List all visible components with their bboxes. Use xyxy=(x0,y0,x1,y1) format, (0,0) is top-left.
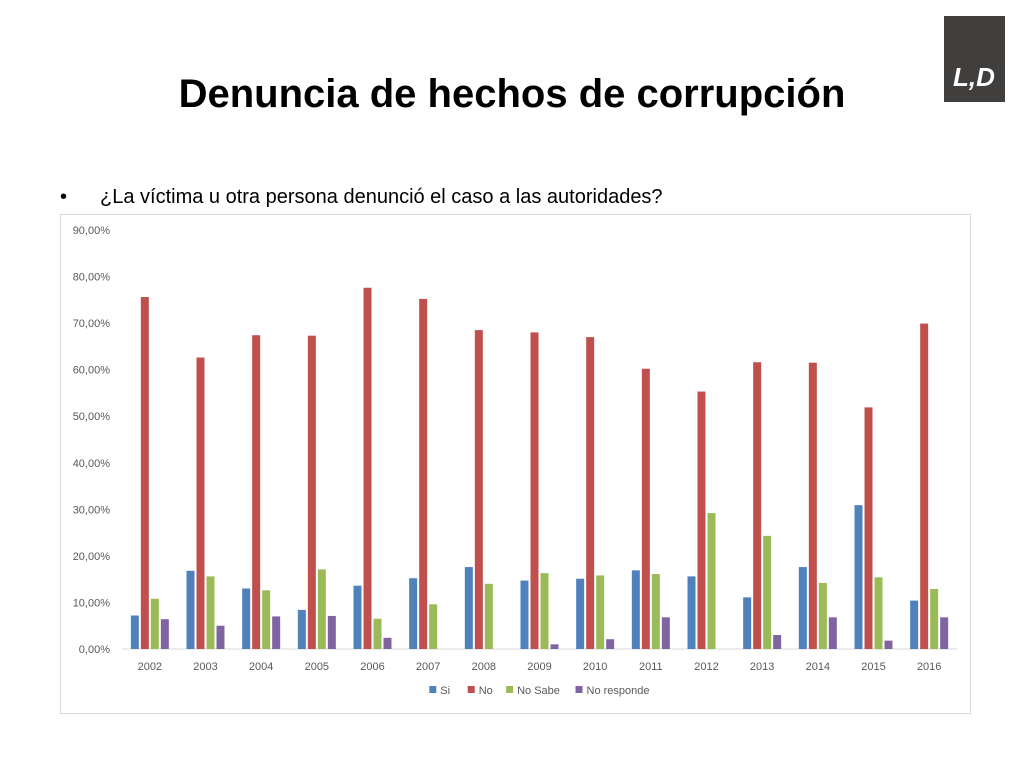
bar-no-responde-2015 xyxy=(884,640,893,649)
bullet-text: ¿La víctima u otra persona denunció el c… xyxy=(100,186,663,208)
bar-no-responde-2009 xyxy=(550,644,559,649)
bar-no-2009 xyxy=(530,332,539,649)
bar-si-2005 xyxy=(297,609,306,649)
bar-no-sabe-2010 xyxy=(596,575,605,649)
logo-initials: L,D xyxy=(953,62,995,92)
bar-no-sabe-2011 xyxy=(651,574,660,649)
bar-si-2015 xyxy=(854,505,863,649)
x-tick-label: 2005 xyxy=(305,661,329,673)
y-tick-label: 0,00% xyxy=(79,644,110,656)
x-tick-label: 2002 xyxy=(138,661,162,673)
bar-no-2012 xyxy=(697,391,706,649)
legend-swatch xyxy=(506,686,514,693)
bar-si-2008 xyxy=(464,567,473,649)
x-tick-label: 2007 xyxy=(416,661,440,673)
y-tick-label: 20,00% xyxy=(73,551,111,563)
bar-no-responde-2016 xyxy=(940,617,949,649)
y-tick-label: 30,00% xyxy=(73,504,111,516)
bar-no-2013 xyxy=(753,362,762,649)
bar-no-sabe-2013 xyxy=(763,535,772,649)
bar-si-2010 xyxy=(576,578,585,649)
bar-no-sabe-2016 xyxy=(930,588,939,649)
logo-background xyxy=(944,16,1005,102)
bar-no-sabe-2004 xyxy=(262,590,271,649)
legend-label: No Sabe xyxy=(517,685,560,697)
x-tick-label: 2006 xyxy=(360,661,384,673)
chart-frame: 0,00% 10,00% 20,00% 30,00% 40,00% 50,00% 60,00… xyxy=(60,214,971,714)
y-tick-label: 40,00% xyxy=(73,458,111,470)
x-tick-label: 2010 xyxy=(583,661,607,673)
y-tick-label: 60,00% xyxy=(73,365,111,377)
slide-title: Denuncia de hechos de corrupción xyxy=(178,72,846,116)
bar-no-2006 xyxy=(363,287,372,649)
y-tick-label: 70,00% xyxy=(73,318,111,330)
bar-no-sabe-2002 xyxy=(150,598,159,649)
bar-si-2006 xyxy=(353,585,362,649)
bullet-dot: • xyxy=(60,186,68,208)
bar-si-2004 xyxy=(242,588,251,649)
bar-no-2007 xyxy=(419,298,428,649)
bar-no-responde-2005 xyxy=(327,615,336,649)
legend-swatch xyxy=(429,686,437,693)
bar-no-responde-2002 xyxy=(160,619,169,649)
bar-no-2011 xyxy=(641,368,650,649)
legend-label: No xyxy=(479,685,493,697)
x-tick-label: 2009 xyxy=(527,661,551,673)
bar-si-2002 xyxy=(130,615,139,649)
bar-no-2014 xyxy=(808,362,817,649)
y-tick-label: 90,00% xyxy=(73,225,111,237)
bar-no-2002 xyxy=(140,297,149,649)
bar-si-2003 xyxy=(186,570,195,649)
x-tick-label: 2003 xyxy=(193,661,217,673)
bar-no-responde-2011 xyxy=(661,617,670,649)
bar-si-2012 xyxy=(687,576,696,649)
bar-si-2011 xyxy=(631,570,640,649)
legend-label: No responde xyxy=(587,685,650,697)
bar-no-sabe-2012 xyxy=(707,513,716,649)
bar-no-2015 xyxy=(864,407,873,649)
bar-no-sabe-2009 xyxy=(540,573,549,649)
legend-swatch xyxy=(575,686,583,693)
bar-no-responde-2003 xyxy=(216,625,225,649)
bar-si-2014 xyxy=(798,567,807,649)
bar-no-2008 xyxy=(474,330,483,649)
x-tick-label: 2013 xyxy=(750,661,774,673)
x-tick-label: 2015 xyxy=(861,661,885,673)
bar-no-sabe-2006 xyxy=(373,618,382,649)
x-tick-label: 2008 xyxy=(472,661,496,673)
bar-no-2005 xyxy=(307,335,316,649)
bar-no-sabe-2015 xyxy=(874,577,883,649)
x-tick-label: 2004 xyxy=(249,661,273,673)
x-tick-label: 2012 xyxy=(694,661,718,673)
bar-no-responde-2004 xyxy=(272,616,281,649)
bullet-item: • ¿La víctima u otra persona denunció el… xyxy=(60,186,663,209)
bar-no-sabe-2007 xyxy=(429,604,438,649)
bar-no-sabe-2008 xyxy=(484,583,493,649)
bar-no-responde-2014 xyxy=(828,617,837,649)
bar-no-2016 xyxy=(920,323,929,649)
bar-no-sabe-2003 xyxy=(206,576,215,649)
bar-no-responde-2013 xyxy=(773,635,782,649)
legend-swatch xyxy=(467,686,475,693)
bar-si-2013 xyxy=(743,597,752,649)
bar-chart: 0,00% 10,00% 20,00% 30,00% 40,00% 50,00% 60,00… xyxy=(73,225,957,697)
bar-si-2007 xyxy=(409,578,418,649)
ld-logo: L,D xyxy=(944,16,1005,102)
x-tick-label: 2014 xyxy=(806,661,830,673)
y-tick-label: 80,00% xyxy=(73,272,111,284)
bar-si-2016 xyxy=(910,600,919,649)
bar-no-2004 xyxy=(252,335,261,649)
bar-no-sabe-2005 xyxy=(317,569,326,649)
bar-no-2010 xyxy=(586,337,595,649)
bar-no-responde-2010 xyxy=(606,639,615,649)
bar-no-sabe-2014 xyxy=(818,582,827,649)
x-tick-label: 2011 xyxy=(639,661,663,673)
bar-si-2009 xyxy=(520,580,529,649)
legend-label: Si xyxy=(440,685,450,697)
bar-no-2003 xyxy=(196,357,205,649)
y-tick-label: 10,00% xyxy=(73,597,111,609)
x-tick-label: 2016 xyxy=(917,661,941,673)
y-tick-label: 50,00% xyxy=(73,411,111,423)
bar-no-responde-2006 xyxy=(383,637,392,649)
